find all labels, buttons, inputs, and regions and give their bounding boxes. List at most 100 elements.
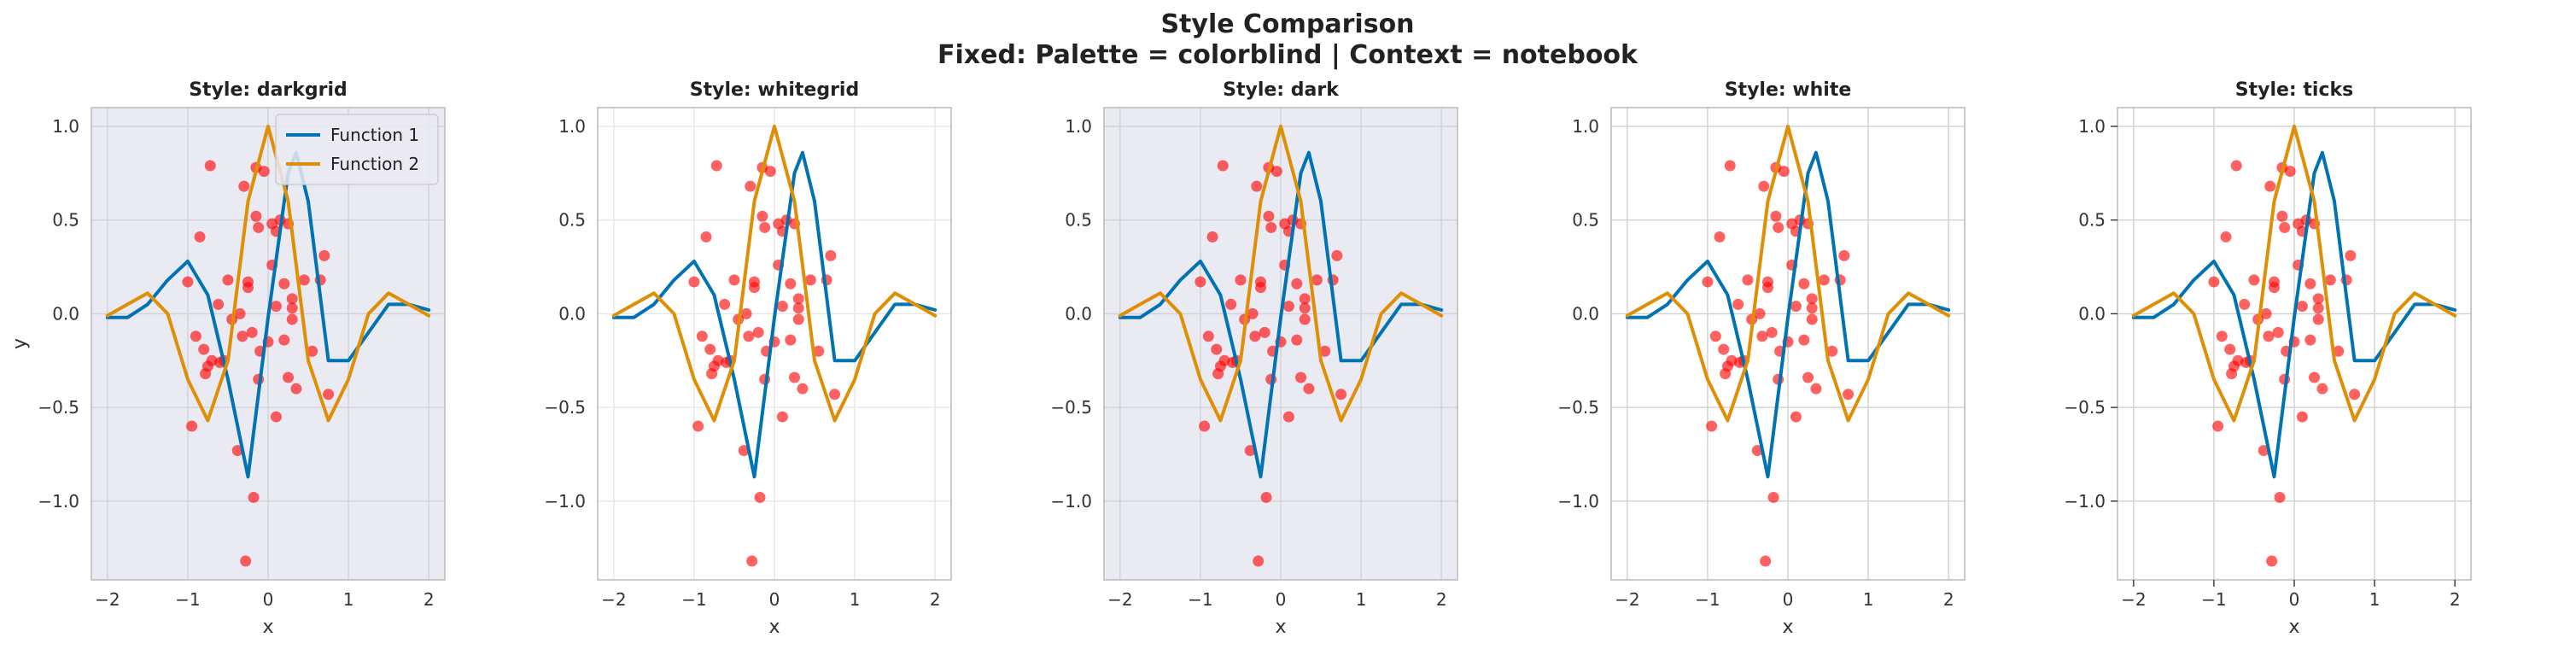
series-line-1 <box>105 150 431 479</box>
chart-panel-darkgrid: −2 −1 0 1 2 −1.0 −0.5 0.0 0.5 1.0 Style: darkgrid x… <box>9 79 446 638</box>
scatter-point <box>1291 278 1303 289</box>
scatter-point <box>2349 389 2361 401</box>
scatter-point <box>240 555 252 567</box>
x-tick-label: 0 <box>263 589 274 610</box>
y-tick-label: −0.5 <box>1557 397 1599 418</box>
scatter-point <box>190 330 202 342</box>
plot-frame <box>91 107 446 581</box>
scatter-point <box>1247 307 1259 319</box>
scatter-point <box>1798 278 1810 289</box>
scatter-point <box>182 276 194 288</box>
x-axis-label: x <box>1275 617 1286 638</box>
scatter-point <box>829 389 841 401</box>
plot-frame <box>1610 107 1966 581</box>
chart-panel-whitegrid: −2 −1 0 1 2 −1.0 −0.5 0.0 0.5 1.0 Style: whitegrid… <box>544 79 952 638</box>
x-tick-label: −2 <box>2121 589 2146 610</box>
y-tick-label: 0.5 <box>1065 210 1092 231</box>
x-axis-label: x <box>1782 617 1793 638</box>
scatter-point <box>1295 371 1307 383</box>
scatter-point <box>1773 221 1785 233</box>
chart-panels: −2 −1 0 1 2 −1.0 −0.5 0.0 0.5 1.0 Style: darkgrid x… <box>9 79 2472 638</box>
scatter-point <box>1806 302 1818 314</box>
scatter-point <box>270 411 282 423</box>
scatter-point <box>2333 345 2345 357</box>
x-tick-label: −1 <box>175 589 200 610</box>
plot-frame <box>597 107 952 581</box>
x-tick-label: 1 <box>850 589 861 610</box>
scatter-point <box>1265 221 1277 233</box>
x-tick-label: −2 <box>1107 589 1132 610</box>
scatter-point <box>283 371 295 383</box>
scatter-point <box>186 420 198 432</box>
scatter-point <box>1199 420 1211 432</box>
legend: Function 1 Function 2 <box>275 114 439 185</box>
scatter-point <box>754 491 766 503</box>
x-axis-label: x <box>262 617 273 638</box>
x-tick-label: −1 <box>2201 589 2226 610</box>
scatter-point <box>1335 389 1347 401</box>
x-tick-label: −1 <box>1188 589 1212 610</box>
scatter-point <box>2260 307 2272 319</box>
scatter-point <box>1299 293 1311 305</box>
chart-panel-ticks: −2 −1 0 1 2 −1.0 −0.5 0.0 0.5 1.0 Style: ticks x <box>2064 79 2472 638</box>
scatter-point <box>250 210 262 222</box>
scatter-point <box>1211 343 1223 355</box>
y-tick-label: −0.5 <box>1050 397 1092 418</box>
scatter-point <box>1706 420 1718 432</box>
scatter-point <box>1249 330 1261 342</box>
scatter-point <box>286 293 298 305</box>
scatter-point <box>253 221 265 233</box>
scatter-point <box>2216 330 2228 342</box>
scatter-point <box>1319 345 1331 357</box>
scatter-point <box>278 334 290 346</box>
y-tick-label: 0.0 <box>558 303 586 324</box>
scatter-point <box>2220 231 2232 243</box>
scatter-point <box>1253 555 1265 567</box>
scatter-point <box>246 326 258 338</box>
scatter-point <box>2272 326 2284 338</box>
scatter-point <box>213 298 225 310</box>
scatter-point <box>1718 343 1730 355</box>
y-tick-label: 0.5 <box>52 210 79 231</box>
scatter-point <box>1260 491 1272 503</box>
series-line-1 <box>2131 150 2457 479</box>
scatter-point <box>1282 301 1294 313</box>
legend-box <box>275 114 439 185</box>
scatter-point <box>2268 282 2280 294</box>
scatter-point <box>278 278 290 289</box>
scatter-point <box>2312 293 2324 305</box>
scatter-point <box>1311 274 1323 286</box>
y-tick-label: −1.0 <box>1557 491 1599 512</box>
scatter-point <box>792 293 804 305</box>
scatter-point <box>746 555 758 567</box>
scatter-point <box>242 282 254 294</box>
scatter-point <box>704 343 716 355</box>
series-line-1 <box>611 150 938 479</box>
scatter-point <box>2304 278 2316 289</box>
scatter-point <box>2239 298 2251 310</box>
scatter-point <box>1838 249 1850 261</box>
scatter-point <box>2296 411 2308 423</box>
scatter-point <box>222 274 234 286</box>
y-tick-label: 0.0 <box>52 303 79 324</box>
scatter-point <box>2276 210 2288 222</box>
y-tick-label: 1.0 <box>1572 116 1599 137</box>
scatter-point <box>1299 313 1311 325</box>
scatter-point <box>792 313 804 325</box>
scatter-point <box>745 180 756 192</box>
x-axis-label: x <box>2288 617 2299 638</box>
scatter-point <box>237 330 248 342</box>
scatter-point <box>270 301 282 313</box>
chart-title: Style: white <box>1725 79 1852 101</box>
scatter-point <box>696 330 708 342</box>
scatter-point <box>290 383 302 395</box>
scatter-point <box>1754 307 1766 319</box>
x-tick-label: 0 <box>1783 589 1794 610</box>
scatter-point <box>2264 180 2276 192</box>
scatter-point <box>194 231 206 243</box>
x-tick-label: 1 <box>1356 589 1367 610</box>
scatter-point <box>1217 160 1229 172</box>
chart-title: Style: darkgrid <box>189 79 348 101</box>
y-tick-label: 1.0 <box>52 116 79 137</box>
